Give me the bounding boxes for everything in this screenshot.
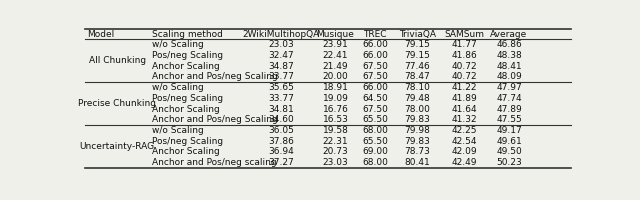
- Text: 79.15: 79.15: [404, 40, 430, 49]
- Text: 46.86: 46.86: [496, 40, 522, 49]
- Text: 66.00: 66.00: [362, 40, 388, 49]
- Text: 34.81: 34.81: [268, 105, 294, 114]
- Text: 49.50: 49.50: [496, 147, 522, 156]
- Text: 40.72: 40.72: [452, 62, 477, 71]
- Text: 41.22: 41.22: [452, 83, 477, 92]
- Text: w/o Scaling: w/o Scaling: [152, 40, 204, 49]
- Text: 37.86: 37.86: [268, 137, 294, 146]
- Text: 48.38: 48.38: [496, 51, 522, 60]
- Text: 40.72: 40.72: [452, 72, 477, 81]
- Text: Anchor and Pos/neg Scaling: Anchor and Pos/neg Scaling: [152, 115, 278, 124]
- Text: 80.41: 80.41: [404, 158, 430, 167]
- Text: Scaling method: Scaling method: [152, 30, 223, 39]
- Text: 20.00: 20.00: [323, 72, 348, 81]
- Text: 79.15: 79.15: [404, 51, 430, 60]
- Text: 33.77: 33.77: [268, 94, 294, 103]
- Text: 47.74: 47.74: [496, 94, 522, 103]
- Text: Pos/neg Scaling: Pos/neg Scaling: [152, 137, 223, 146]
- Text: Anchor Scaling: Anchor Scaling: [152, 105, 220, 114]
- Text: Uncertainty-RAG: Uncertainty-RAG: [79, 142, 155, 151]
- Text: 16.53: 16.53: [323, 115, 348, 124]
- Text: Musique: Musique: [317, 30, 355, 39]
- Text: 47.97: 47.97: [496, 83, 522, 92]
- Text: 79.98: 79.98: [404, 126, 430, 135]
- Text: 41.86: 41.86: [452, 51, 477, 60]
- Text: Average: Average: [490, 30, 527, 39]
- Text: 78.00: 78.00: [404, 105, 430, 114]
- Text: All Chunking: All Chunking: [88, 56, 146, 65]
- Text: 78.10: 78.10: [404, 83, 430, 92]
- Text: Anchor and Pos/neg scaling: Anchor and Pos/neg scaling: [152, 158, 276, 167]
- Text: 36.05: 36.05: [268, 126, 294, 135]
- Text: Anchor Scaling: Anchor Scaling: [152, 62, 220, 71]
- Text: 69.00: 69.00: [362, 147, 388, 156]
- Text: 18.91: 18.91: [323, 83, 348, 92]
- Text: 48.41: 48.41: [496, 62, 522, 71]
- Text: 34.87: 34.87: [268, 62, 294, 71]
- Text: 49.61: 49.61: [496, 137, 522, 146]
- Text: TriviaQA: TriviaQA: [399, 30, 436, 39]
- Text: 48.09: 48.09: [496, 72, 522, 81]
- Text: 67.50: 67.50: [362, 62, 388, 71]
- Text: 42.25: 42.25: [452, 126, 477, 135]
- Text: 78.73: 78.73: [404, 147, 430, 156]
- Text: 16.76: 16.76: [323, 105, 348, 114]
- Text: SAMSum: SAMSum: [444, 30, 484, 39]
- Text: 42.09: 42.09: [452, 147, 477, 156]
- Text: 42.54: 42.54: [452, 137, 477, 146]
- Text: Anchor and Pos/neg Scaling: Anchor and Pos/neg Scaling: [152, 72, 278, 81]
- Text: 37.27: 37.27: [268, 158, 294, 167]
- Text: 41.77: 41.77: [452, 40, 477, 49]
- Text: 68.00: 68.00: [362, 158, 388, 167]
- Text: 35.65: 35.65: [268, 83, 294, 92]
- Text: 41.89: 41.89: [452, 94, 477, 103]
- Text: Model: Model: [88, 30, 115, 39]
- Text: 34.60: 34.60: [268, 115, 294, 124]
- Text: 22.31: 22.31: [323, 137, 348, 146]
- Text: Pos/neg Scaling: Pos/neg Scaling: [152, 51, 223, 60]
- Text: 19.58: 19.58: [323, 126, 348, 135]
- Text: 36.94: 36.94: [268, 147, 294, 156]
- Text: 32.47: 32.47: [268, 51, 294, 60]
- Text: Precise Chunking: Precise Chunking: [78, 99, 156, 108]
- Text: 67.50: 67.50: [362, 105, 388, 114]
- Text: w/o Scaling: w/o Scaling: [152, 83, 204, 92]
- Text: 79.83: 79.83: [404, 137, 430, 146]
- Text: 47.89: 47.89: [496, 105, 522, 114]
- Text: 33.77: 33.77: [268, 72, 294, 81]
- Text: Pos/neg Scaling: Pos/neg Scaling: [152, 94, 223, 103]
- Text: 19.09: 19.09: [323, 94, 348, 103]
- Text: 49.17: 49.17: [496, 126, 522, 135]
- Text: 68.00: 68.00: [362, 126, 388, 135]
- Text: 66.00: 66.00: [362, 51, 388, 60]
- Text: TREC: TREC: [364, 30, 387, 39]
- Text: 2WikiMultihopQA: 2WikiMultihopQA: [243, 30, 319, 39]
- Text: 79.48: 79.48: [404, 94, 430, 103]
- Text: 20.73: 20.73: [323, 147, 348, 156]
- Text: 47.55: 47.55: [496, 115, 522, 124]
- Text: 64.50: 64.50: [362, 94, 388, 103]
- Text: 50.23: 50.23: [496, 158, 522, 167]
- Text: 23.03: 23.03: [323, 158, 348, 167]
- Text: 22.41: 22.41: [323, 51, 348, 60]
- Text: w/o Scaling: w/o Scaling: [152, 126, 204, 135]
- Text: 65.50: 65.50: [362, 115, 388, 124]
- Text: 77.46: 77.46: [404, 62, 430, 71]
- Text: Anchor Scaling: Anchor Scaling: [152, 147, 220, 156]
- Text: 23.91: 23.91: [323, 40, 348, 49]
- Text: 78.47: 78.47: [404, 72, 430, 81]
- Text: 65.50: 65.50: [362, 137, 388, 146]
- Text: 79.83: 79.83: [404, 115, 430, 124]
- Text: 41.32: 41.32: [452, 115, 477, 124]
- Text: 23.03: 23.03: [268, 40, 294, 49]
- Text: 21.49: 21.49: [323, 62, 348, 71]
- Text: 41.64: 41.64: [452, 105, 477, 114]
- Text: 67.50: 67.50: [362, 72, 388, 81]
- Text: 66.00: 66.00: [362, 83, 388, 92]
- Text: 42.49: 42.49: [452, 158, 477, 167]
